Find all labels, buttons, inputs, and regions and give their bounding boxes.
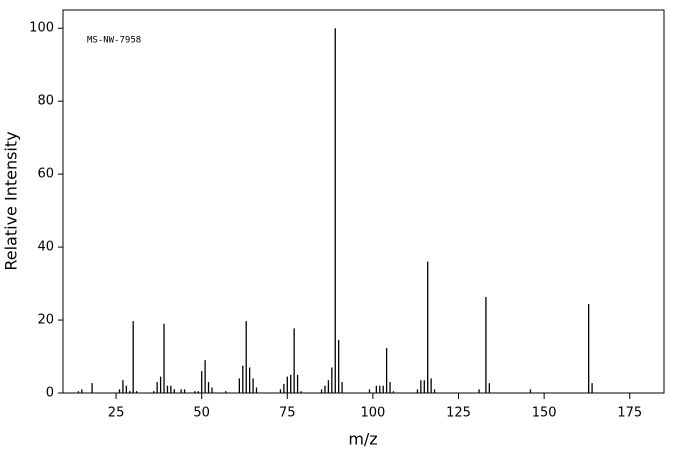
- x-tick-label: 25: [108, 406, 125, 421]
- y-axis-label: Relative Intensity: [2, 131, 21, 270]
- x-tick-label: 100: [361, 406, 386, 421]
- y-tick-label: 40: [37, 240, 54, 255]
- y-tick-label: 60: [37, 167, 54, 182]
- annotation: MS-NW-7958: [87, 36, 141, 46]
- x-tick-label: 50: [193, 406, 210, 421]
- y-tick-label: 20: [37, 313, 54, 328]
- x-axis-label: m/z: [348, 430, 377, 449]
- y-tick-label: 100: [29, 21, 54, 36]
- x-tick-label: 125: [446, 406, 471, 421]
- x-tick-label: 175: [617, 406, 642, 421]
- plot-frame: [62, 9, 665, 394]
- x-tick-label: 150: [532, 406, 557, 421]
- x-tick-label: 75: [279, 406, 296, 421]
- y-tick-label: 0: [46, 386, 54, 401]
- y-tick-label: 80: [37, 94, 54, 109]
